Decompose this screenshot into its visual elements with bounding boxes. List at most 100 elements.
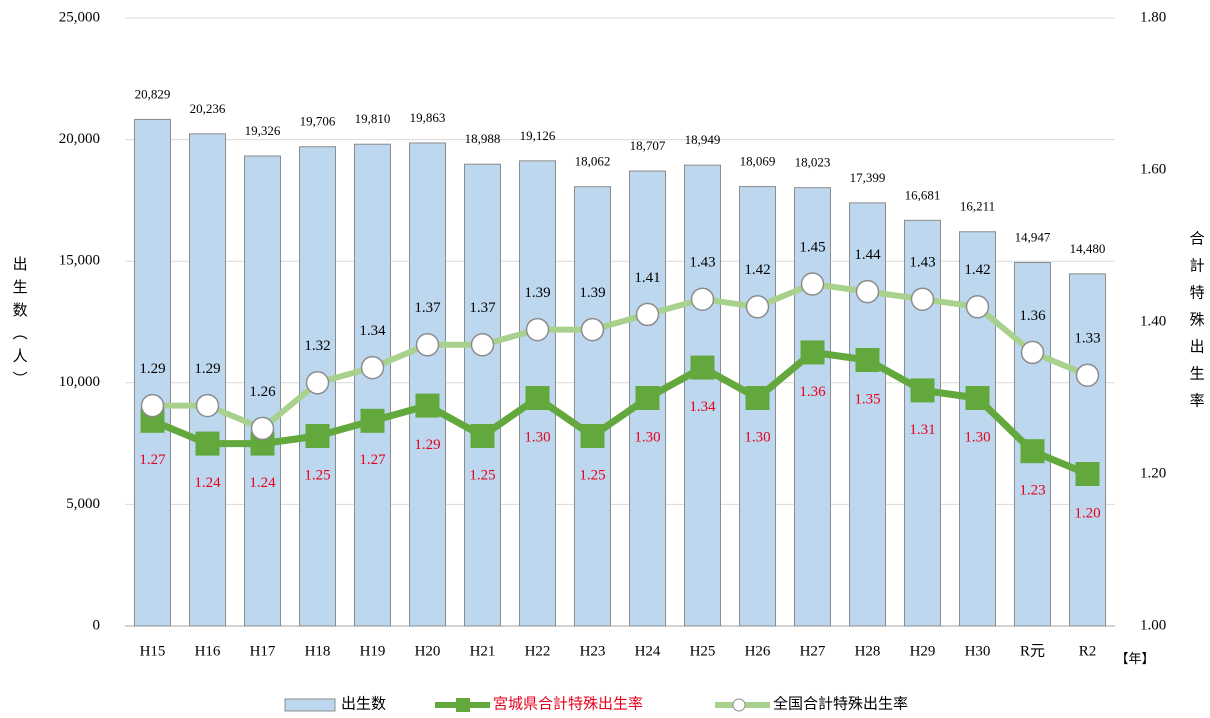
- x-tick-label: H17: [250, 643, 276, 659]
- line-marker: [1075, 363, 1100, 387]
- x-tick-label: H23: [580, 643, 606, 659]
- line-value-label: 1.30: [524, 429, 550, 445]
- line-value-label: 1.29: [139, 361, 165, 377]
- legend-label: 出生数: [341, 695, 386, 712]
- y-tick-label: 15,000: [59, 253, 100, 269]
- x-tick-label: H18: [305, 643, 331, 659]
- y-tick-label: 10,000: [59, 374, 100, 390]
- y-tick-label: 20,000: [59, 131, 100, 147]
- bar-value-label: 19,326: [245, 123, 281, 138]
- x-tick-label: H24: [635, 643, 661, 659]
- line-marker: [800, 272, 825, 296]
- x-tick-label: H28: [855, 643, 881, 659]
- bar-value-label: 18,062: [575, 154, 611, 169]
- x-tick-label: H29: [910, 643, 936, 659]
- line-marker: [140, 393, 165, 418]
- x-tick-label: H30: [965, 643, 991, 659]
- line-value-label: 1.34: [689, 399, 716, 415]
- bar-value-label: 20,236: [190, 101, 226, 116]
- bar-value-label: 18,023: [795, 155, 831, 170]
- line-value-label: 1.25: [304, 467, 330, 483]
- legend-label: 全国合計特殊出生率: [773, 694, 908, 712]
- line-marker: [415, 333, 440, 357]
- line-value-label: 1.41: [634, 270, 660, 286]
- bar-value-label: 16,681: [905, 187, 941, 202]
- line-value-label: 1.23: [1019, 483, 1045, 499]
- line-marker: [525, 386, 550, 410]
- legend-label: 宮城県合計特殊出生率: [493, 695, 643, 712]
- line-value-label: 1.43: [689, 255, 715, 271]
- legend-marker: [456, 698, 470, 712]
- line-marker: [580, 317, 605, 342]
- line-marker: [415, 393, 440, 418]
- line-marker: [470, 333, 495, 357]
- line-value-label: 1.37: [469, 300, 496, 316]
- bar-value-label: 19,126: [520, 128, 556, 143]
- line-marker: [580, 424, 605, 448]
- line-marker: [855, 348, 880, 372]
- y-tick-label: 5,000: [66, 496, 100, 512]
- bar: [574, 186, 611, 627]
- bar-value-label: 14,480: [1070, 241, 1106, 256]
- line-marker: [1020, 439, 1045, 464]
- x-tick-label: H16: [195, 643, 221, 659]
- y2-tick-label: 1.60: [1140, 161, 1166, 177]
- line-value-label: 1.45: [799, 239, 825, 255]
- line-marker: [305, 371, 330, 395]
- y2-tick-label: 1.00: [1140, 617, 1166, 633]
- line-value-label: 1.32: [304, 338, 330, 354]
- y-tick-label: 25,000: [59, 9, 100, 25]
- y2-axis-title: 合計特殊出生率: [1188, 231, 1205, 420]
- line-value-label: 1.43: [909, 255, 935, 271]
- line-value-label: 1.27: [359, 452, 386, 468]
- line-value-label: 1.42: [964, 262, 990, 278]
- y-axis-title: 出生数（人）: [11, 256, 28, 394]
- line-marker: [360, 408, 385, 433]
- line-marker: [635, 386, 660, 410]
- line-value-label: 1.31: [909, 422, 935, 438]
- bar: [244, 155, 281, 627]
- x-tick-label: H15: [140, 643, 166, 659]
- line-marker: [745, 295, 770, 319]
- line-value-label: 1.36: [799, 384, 826, 400]
- line-value-label: 1.24: [194, 475, 221, 491]
- line-marker: [910, 378, 935, 403]
- line-value-label: 1.25: [579, 467, 605, 483]
- legend-swatch: [284, 698, 336, 712]
- y-tick-label: 0: [93, 617, 101, 633]
- x-tick-label: H25: [690, 643, 716, 659]
- y2-tick-label: 1.80: [1140, 9, 1166, 25]
- legend-marker: [732, 698, 746, 712]
- bar-value-label: 19,810: [355, 111, 391, 126]
- line-value-label: 1.29: [414, 437, 440, 453]
- line-value-label: 1.36: [1019, 308, 1046, 324]
- line-value-label: 1.20: [1074, 505, 1100, 521]
- line-value-label: 1.29: [194, 361, 220, 377]
- x-tick-label: H26: [745, 643, 771, 659]
- line-value-label: 1.30: [744, 429, 770, 445]
- bar-value-label: 16,211: [960, 199, 995, 214]
- line-marker: [195, 431, 220, 456]
- x-tick-label: R元: [1020, 643, 1045, 659]
- bar: [409, 142, 446, 627]
- line-marker: [910, 287, 935, 311]
- bar-value-label: 20,829: [135, 86, 171, 101]
- line-marker: [470, 424, 495, 448]
- x-tick-label: R2: [1079, 643, 1097, 659]
- bar: [794, 187, 831, 627]
- line-marker: [1020, 340, 1045, 365]
- line-marker: [965, 295, 990, 319]
- line-value-label: 1.35: [854, 391, 880, 407]
- line-marker: [305, 424, 330, 448]
- line-marker: [360, 355, 385, 380]
- x-tick-label: H22: [525, 643, 551, 659]
- line-value-label: 1.44: [854, 247, 881, 263]
- line-value-label: 1.27: [139, 452, 166, 468]
- line-marker: [965, 386, 990, 410]
- line-value-label: 1.33: [1074, 331, 1100, 347]
- y2-tick-label: 1.20: [1140, 465, 1166, 481]
- bar: [354, 143, 391, 627]
- bar-value-label: 17,399: [850, 170, 886, 185]
- line-marker: [745, 386, 770, 410]
